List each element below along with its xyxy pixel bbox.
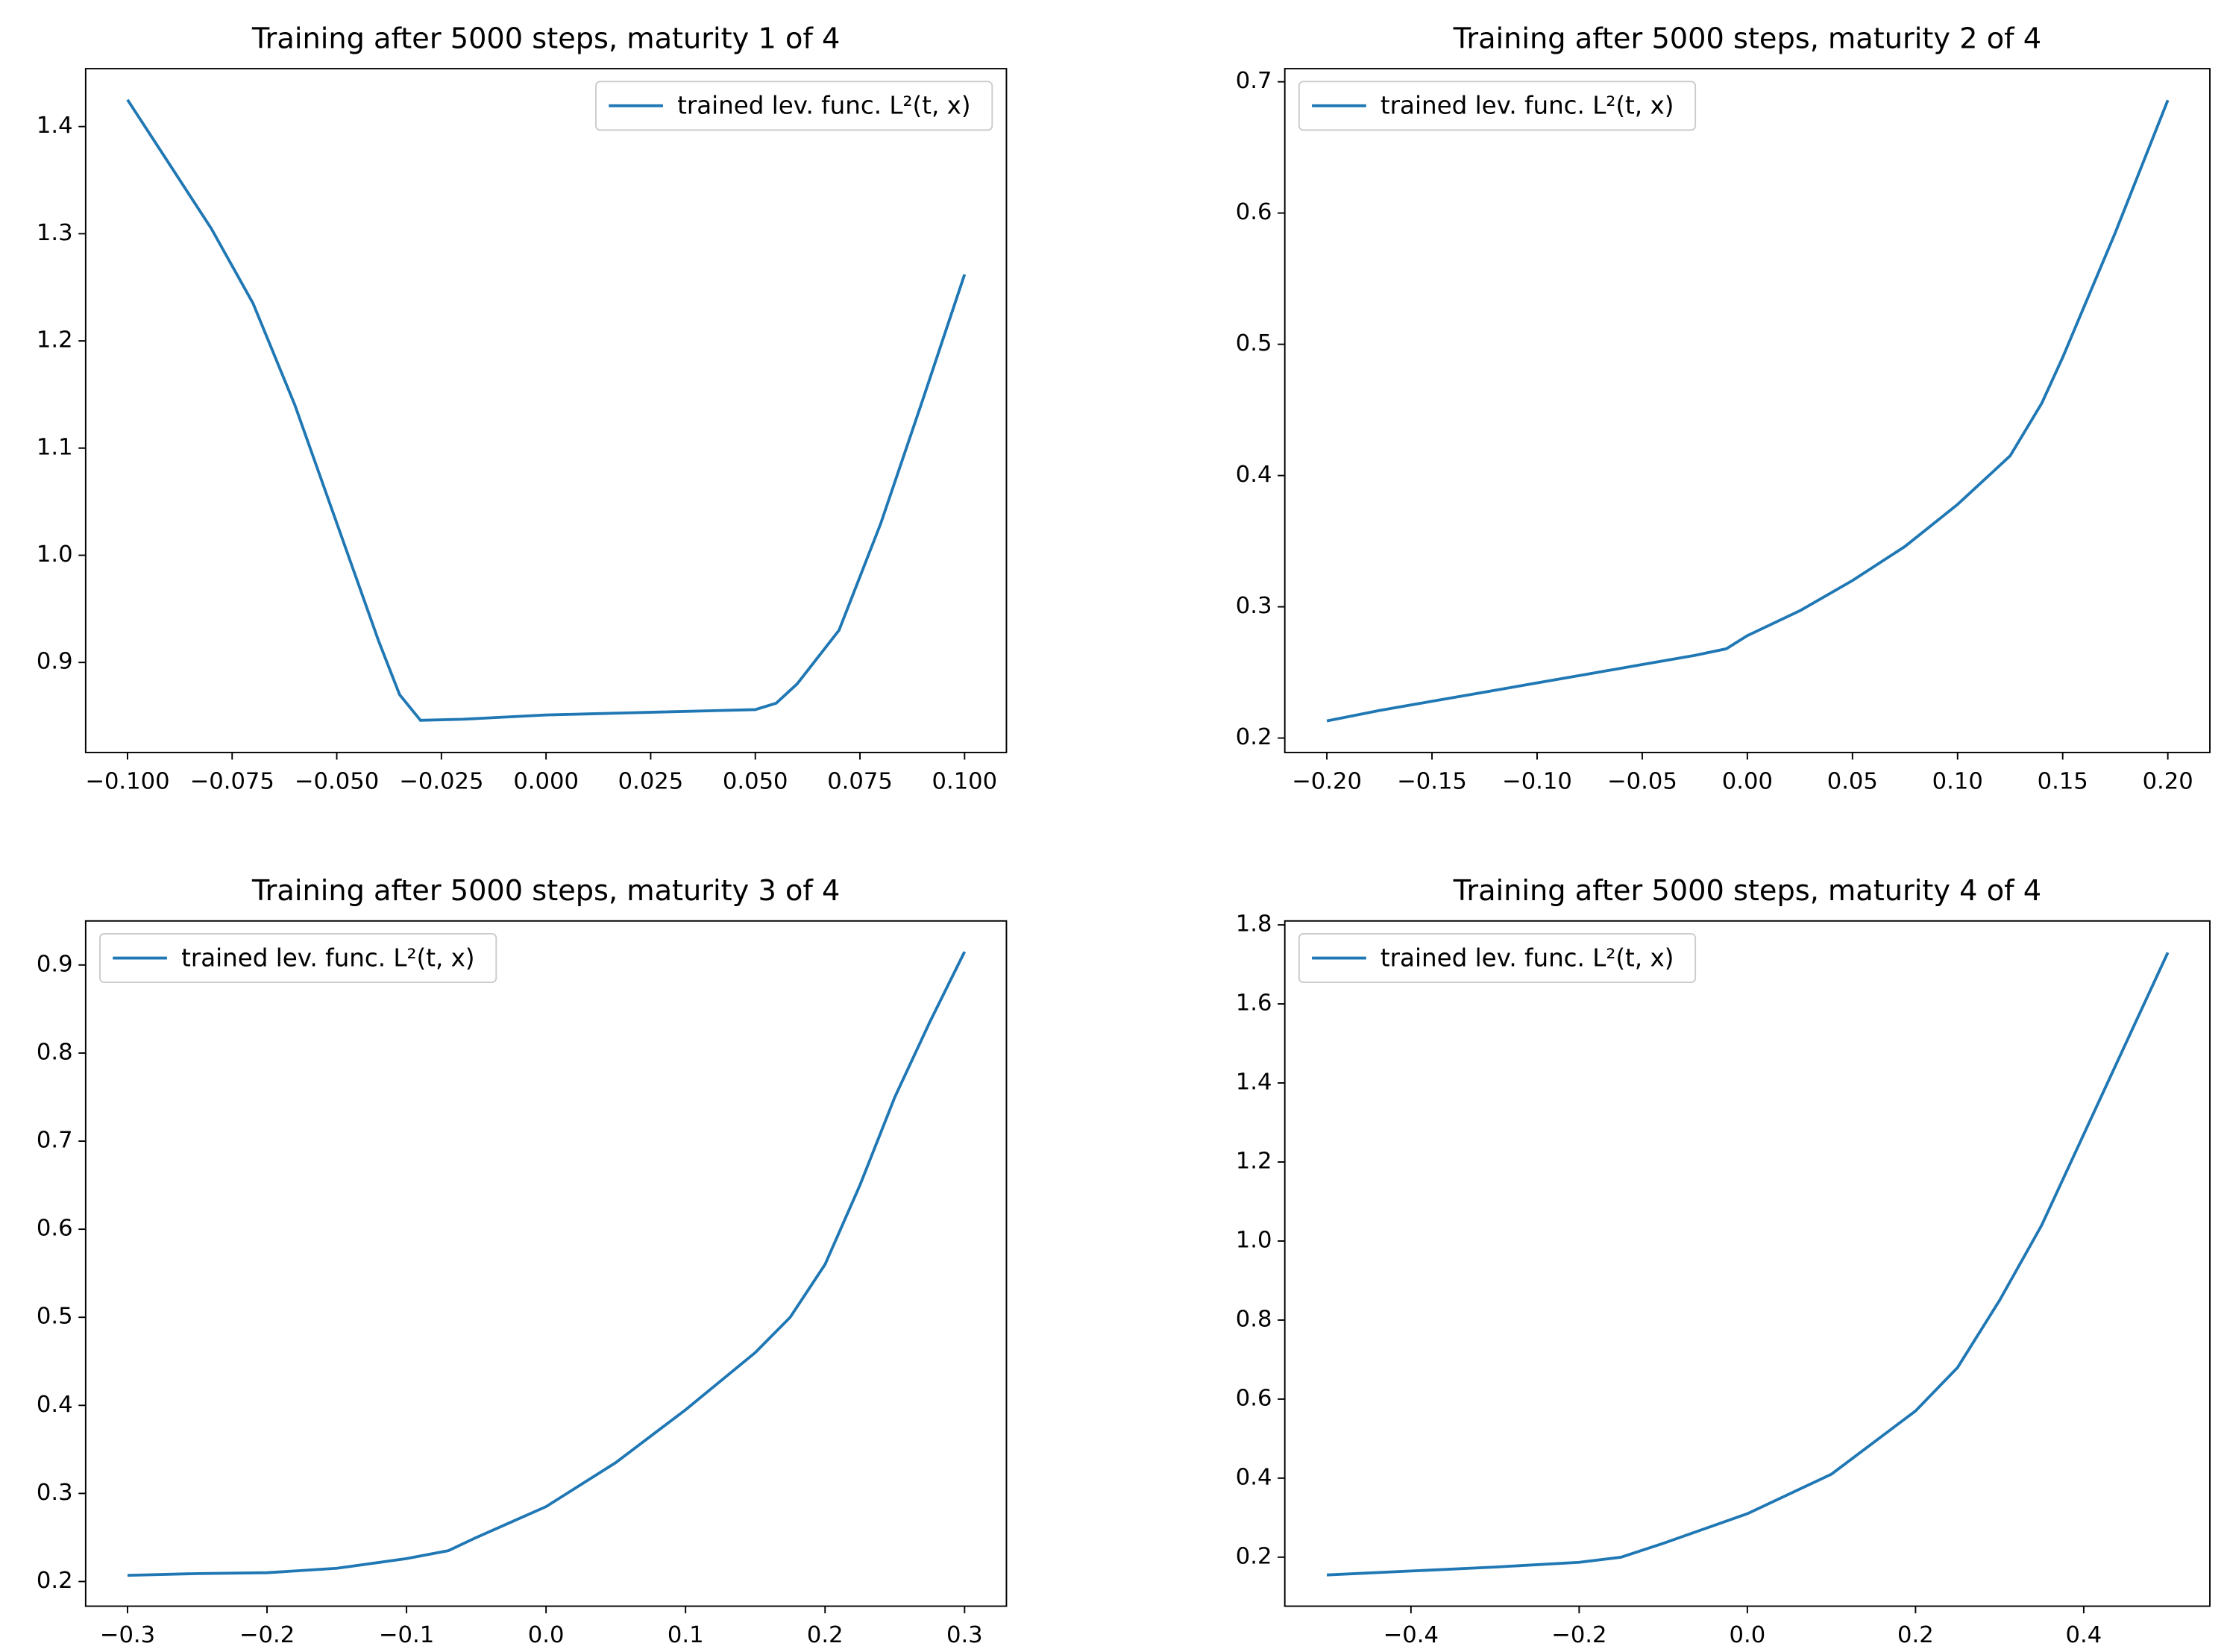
x-tick-label: −0.100	[85, 769, 169, 795]
x-tick-label: −0.05	[1607, 769, 1677, 795]
x-tick-label: 0.100	[932, 769, 998, 795]
y-tick-label: 0.4	[37, 1392, 73, 1418]
x-tick-label: 0.000	[513, 769, 579, 795]
x-tick-label: −0.075	[190, 769, 274, 795]
x-tick-label: −0.20	[1292, 769, 1362, 795]
legend-box	[595, 81, 993, 131]
plot-frame	[1284, 68, 2211, 753]
x-tick-label: −0.10	[1502, 769, 1572, 795]
y-tick-label: 1.8	[1236, 911, 1272, 938]
chart-title: Training after 5000 steps, maturity 4 of…	[1453, 874, 2041, 908]
x-tick-label: 0.0	[528, 1622, 565, 1648]
chart-title: Training after 5000 steps, maturity 1 of…	[251, 22, 840, 55]
x-tick-label: 0.00	[1722, 769, 1773, 795]
x-tick-label: 0.4	[2066, 1622, 2102, 1648]
y-tick-label: 1.1	[37, 434, 73, 460]
y-tick-label: 1.4	[37, 113, 73, 139]
y-tick-label: 1.4	[1236, 1070, 1272, 1096]
legend-box	[1298, 933, 1697, 984]
legend-label: trained lev. func. L²(t, x)	[1381, 92, 1674, 120]
legend-label: trained lev. func. L²(t, x)	[1381, 943, 1674, 972]
data-line	[1326, 952, 2170, 1577]
y-tick-label: 0.2	[1236, 1543, 1272, 1569]
y-tick-label: 0.6	[1236, 1385, 1272, 1411]
y-tick-label: 0.4	[1236, 462, 1272, 488]
y-tick-label: 0.8	[37, 1039, 73, 1065]
y-tick-label: 0.6	[1236, 199, 1272, 225]
x-tick-label: −0.4	[1383, 1622, 1439, 1648]
y-tick-label: 1.2	[37, 327, 73, 354]
y-tick-label: 1.6	[1236, 990, 1272, 1017]
x-tick-label: 0.05	[1827, 769, 1878, 795]
data-line	[126, 98, 967, 722]
y-tick-label: 1.0	[1236, 1227, 1272, 1253]
x-tick-label: 0.15	[2038, 769, 2088, 795]
y-tick-label: 0.3	[37, 1480, 73, 1506]
plot-frame	[1284, 920, 2211, 1607]
y-tick-label: 0.7	[37, 1128, 73, 1154]
y-tick-label: 0.5	[37, 1304, 73, 1330]
legend-box	[99, 933, 497, 984]
legend-label: trained lev. func. L²(t, x)	[181, 943, 475, 972]
y-tick-label: 0.8	[1236, 1306, 1272, 1332]
x-tick-label: 0.075	[827, 769, 893, 795]
x-tick-label: −0.2	[1551, 1622, 1606, 1648]
x-tick-label: −0.1	[379, 1622, 434, 1648]
chart-title: Training after 5000 steps, maturity 2 of…	[1453, 22, 2041, 55]
y-tick-label: 0.7	[1236, 68, 1272, 94]
y-tick-label: 0.5	[1236, 330, 1272, 357]
x-tick-label: 0.2	[1897, 1622, 1934, 1648]
x-tick-label: 0.3	[946, 1622, 983, 1648]
y-tick-label: 1.2	[1236, 1148, 1272, 1174]
y-tick-label: 0.6	[37, 1216, 73, 1242]
x-tick-label: 0.1	[668, 1622, 704, 1648]
y-tick-label: 1.3	[37, 220, 73, 246]
plot-frame	[84, 68, 1008, 753]
x-tick-label: 0.20	[2143, 769, 2193, 795]
y-tick-label: 0.2	[1236, 724, 1272, 750]
x-tick-label: −0.050	[295, 769, 379, 795]
x-tick-label: 0.050	[723, 769, 788, 795]
y-tick-label: 0.2	[37, 1568, 73, 1594]
x-tick-label: 0.2	[807, 1622, 844, 1648]
y-tick-label: 0.4	[1236, 1464, 1272, 1490]
x-tick-label: −0.2	[239, 1622, 295, 1648]
x-tick-label: −0.025	[399, 769, 483, 795]
x-tick-label: −0.3	[100, 1622, 155, 1648]
data-line	[127, 951, 967, 1577]
y-tick-label: 1.0	[37, 541, 73, 568]
chart-title: Training after 5000 steps, maturity 3 of…	[251, 874, 840, 908]
legend-box	[1298, 81, 1697, 131]
x-tick-label: 0.0	[1730, 1622, 1766, 1648]
x-tick-label: 0.10	[1932, 769, 1983, 795]
x-tick-label: −0.15	[1397, 769, 1467, 795]
y-tick-label: 0.9	[37, 649, 73, 675]
x-tick-label: 0.025	[618, 769, 684, 795]
plot-frame	[84, 920, 1008, 1607]
legend-label: trained lev. func. L²(t, x)	[677, 92, 971, 120]
y-tick-label: 0.9	[37, 951, 73, 977]
y-tick-label: 0.3	[1236, 593, 1272, 619]
data-line	[1326, 99, 2170, 723]
